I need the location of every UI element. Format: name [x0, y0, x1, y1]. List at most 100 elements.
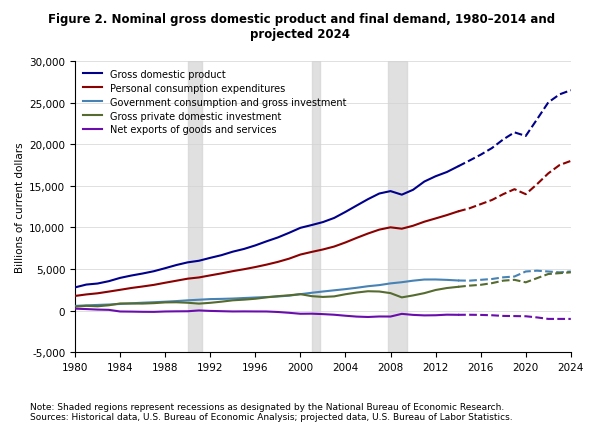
Gross private domestic investment — [184, 301, 191, 306]
Personal consumption expenditures — [420, 220, 428, 225]
Net exports of goods and services — [139, 310, 146, 315]
Government consumption and gross investment — [184, 298, 191, 303]
Gross private domestic investment — [410, 293, 417, 298]
Gross domestic product — [331, 216, 338, 221]
Personal consumption expenditures — [308, 250, 315, 255]
Government consumption and gross investment — [139, 301, 146, 306]
Gross domestic product — [105, 279, 113, 284]
Gross domestic product — [398, 193, 406, 198]
Government consumption and gross investment — [432, 277, 439, 283]
Line: Gross domestic product: Gross domestic product — [75, 167, 458, 288]
Government consumption and gross investment — [240, 296, 247, 301]
Gross private domestic investment — [128, 301, 135, 307]
Personal consumption expenditures — [94, 291, 101, 296]
Personal consumption expenditures — [229, 269, 237, 274]
Net exports of goods and services — [342, 313, 349, 319]
Gross domestic product — [342, 210, 349, 215]
Net exports of goods and services — [229, 309, 237, 314]
Net exports of goods and services — [128, 309, 135, 314]
Net exports of goods and services — [150, 310, 158, 315]
Government consumption and gross investment — [286, 293, 293, 298]
Net exports of goods and services — [116, 309, 123, 314]
Personal consumption expenditures — [286, 256, 293, 261]
Net exports of goods and services — [455, 313, 462, 318]
Gross domestic product — [162, 266, 169, 271]
Net exports of goods and services — [184, 309, 191, 314]
Gross domestic product — [150, 269, 158, 274]
Government consumption and gross investment — [162, 299, 169, 304]
Net exports of goods and services — [218, 309, 225, 314]
Net exports of goods and services — [319, 312, 326, 317]
Gross private domestic investment — [432, 288, 439, 293]
Net exports of goods and services — [376, 314, 383, 319]
Text: Note: Shaded regions represent recessions as designated by the National Bureau o: Note: Shaded regions represent recession… — [30, 402, 513, 421]
Gross private domestic investment — [207, 301, 214, 306]
Gross domestic product — [274, 235, 282, 240]
Net exports of goods and services — [274, 310, 282, 315]
Net exports of goods and services — [297, 311, 304, 316]
Government consumption and gross investment — [71, 304, 78, 309]
Personal consumption expenditures — [263, 262, 270, 267]
Government consumption and gross investment — [173, 299, 180, 304]
Personal consumption expenditures — [240, 267, 247, 272]
Personal consumption expenditures — [128, 286, 135, 291]
Government consumption and gross investment — [420, 277, 428, 283]
Gross domestic product — [240, 247, 247, 252]
Personal consumption expenditures — [387, 225, 394, 230]
Government consumption and gross investment — [455, 278, 462, 283]
Gross domestic product — [252, 243, 259, 249]
Net exports of goods and services — [252, 309, 259, 314]
Gross domestic product — [420, 180, 428, 185]
Government consumption and gross investment — [331, 288, 338, 293]
Personal consumption expenditures — [432, 216, 439, 221]
Net exports of goods and services — [94, 307, 101, 313]
Gross private domestic investment — [398, 295, 406, 300]
Gross domestic product — [116, 276, 123, 281]
Government consumption and gross investment — [218, 297, 225, 302]
Gross domestic product — [432, 174, 439, 179]
Gross domestic product — [94, 281, 101, 286]
Gross private domestic investment — [139, 301, 146, 307]
Gross private domestic investment — [71, 304, 78, 310]
Gross domestic product — [139, 271, 146, 276]
Net exports of goods and services — [71, 306, 78, 311]
Gross domestic product — [297, 226, 304, 231]
Gross private domestic investment — [94, 304, 101, 309]
Personal consumption expenditures — [364, 231, 371, 236]
Personal consumption expenditures — [116, 288, 123, 293]
Gross domestic product — [207, 256, 214, 261]
Gross private domestic investment — [218, 299, 225, 304]
Gross private domestic investment — [364, 289, 371, 294]
Gross domestic product — [353, 203, 361, 209]
Personal consumption expenditures — [173, 279, 180, 284]
Net exports of goods and services — [443, 312, 450, 317]
Government consumption and gross investment — [308, 291, 315, 296]
Personal consumption expenditures — [274, 260, 282, 265]
Gross domestic product — [410, 188, 417, 193]
Net exports of goods and services — [263, 309, 270, 314]
Government consumption and gross investment — [364, 284, 371, 289]
Net exports of goods and services — [173, 309, 180, 314]
Government consumption and gross investment — [353, 286, 361, 291]
Gross domestic product — [173, 263, 180, 268]
Government consumption and gross investment — [387, 281, 394, 286]
Net exports of goods and services — [398, 312, 406, 317]
Government consumption and gross investment — [83, 303, 90, 308]
Gross private domestic investment — [274, 294, 282, 299]
Gross private domestic investment — [195, 301, 202, 307]
Gross domestic product — [229, 249, 237, 255]
Government consumption and gross investment — [376, 283, 383, 288]
Gross domestic product — [443, 170, 450, 175]
Personal consumption expenditures — [195, 275, 202, 280]
Gross domestic product — [308, 223, 315, 228]
Personal consumption expenditures — [319, 247, 326, 252]
Gross private domestic investment — [331, 294, 338, 299]
Personal consumption expenditures — [410, 224, 417, 229]
Line: Gross private domestic investment: Gross private domestic investment — [75, 287, 458, 307]
Personal consumption expenditures — [71, 294, 78, 299]
Personal consumption expenditures — [83, 292, 90, 297]
Y-axis label: Billions of current dollars: Billions of current dollars — [15, 142, 25, 272]
Gross domestic product — [83, 283, 90, 288]
Net exports of goods and services — [105, 307, 113, 313]
Personal consumption expenditures — [207, 273, 214, 278]
